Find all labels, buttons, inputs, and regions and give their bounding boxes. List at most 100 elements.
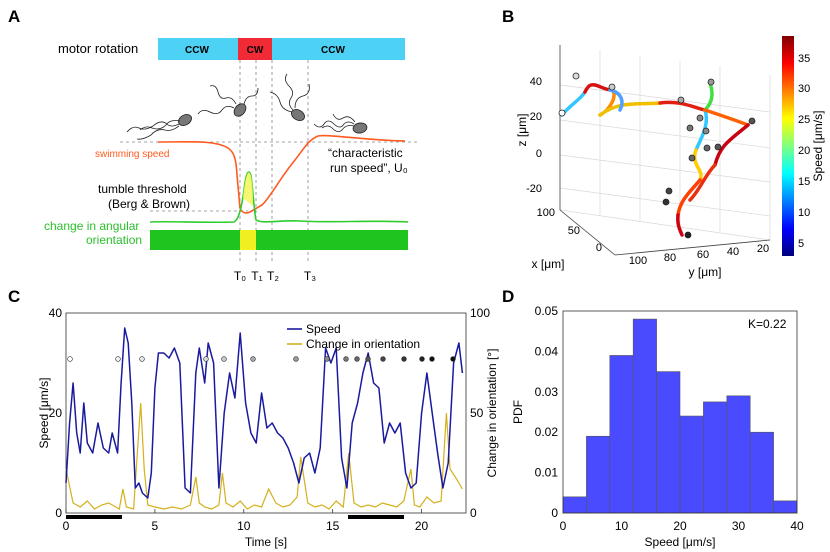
d-histogram-bar — [562, 496, 587, 514]
c-ylabel-right: Change in orientation [°] — [485, 349, 499, 478]
d-histogram-bar — [609, 355, 634, 514]
c-tumble-dots — [67, 356, 456, 362]
c-legend: Speed Change in orientation — [287, 322, 420, 351]
c-y2tick-label: 0 — [470, 506, 477, 520]
c-axes-box — [65, 312, 467, 514]
colorbar — [782, 36, 794, 256]
panel-b-axes — [559, 45, 771, 256]
c-legend-orientation: Change in orientation — [306, 337, 420, 351]
c-orientation-line — [65, 402, 463, 510]
panel-b-grid — [559, 45, 771, 256]
bacteria-illustration — [126, 73, 368, 140]
d-axes-box — [562, 310, 798, 514]
d-histogram-bars — [562, 318, 798, 514]
b-z-label: z [μm] — [515, 114, 529, 147]
time-mark-t2: T₂ — [267, 269, 279, 283]
orientation-bar-green-2 — [256, 230, 408, 250]
d-xtick-label: 0 — [560, 519, 567, 533]
tumble-threshold-label-2: (Berg & Brown) — [108, 197, 190, 211]
d-histogram-bar — [586, 435, 611, 514]
panel-a-letter: A — [8, 7, 20, 26]
orientation-label-1: change in angular — [44, 219, 139, 233]
cb-tick-15: 15 — [798, 176, 810, 188]
colorbar-ticks: 35 30 25 20 15 10 5 — [798, 53, 810, 250]
b-z-tick-0: 0 — [536, 148, 542, 160]
d-histogram-bar — [679, 415, 704, 514]
c-xlabel: Time [s] — [245, 535, 287, 549]
colorbar-label: Speed [μm/s] — [811, 111, 825, 182]
cb-tick-20: 20 — [798, 145, 810, 157]
c-xtick-label: 0 — [63, 519, 70, 533]
d-ytick-label: 0.02 — [535, 425, 559, 439]
time-mark-t3: T₃ — [304, 269, 316, 283]
panel-a: A motor rotation CCW CW CCW — [8, 7, 418, 283]
b-x-tick-0: 0 — [596, 242, 602, 254]
b-x-label: x [μm] — [532, 257, 565, 271]
c-speed-series — [65, 327, 464, 499]
cb-tick-10: 10 — [798, 207, 810, 219]
d-histogram-bar — [703, 401, 728, 514]
trajectory-3d — [560, 80, 750, 237]
d-xtick-label: 30 — [732, 519, 746, 533]
trajectory-tumble-markers — [558, 72, 756, 239]
b-z-tick-neg20: -20 — [526, 183, 542, 195]
c-y2tick-label: 100 — [470, 306, 490, 320]
swimming-speed-curve — [157, 134, 406, 214]
d-axis-ticks: 0 10 20 30 40 0 0.01 0.02 0.03 0.04 0.05 — [535, 304, 804, 533]
orientation-peak-highlight — [243, 172, 253, 206]
c-ytick-label: 0 — [55, 506, 62, 520]
panel-b-letter: B — [502, 7, 514, 26]
motor-rotation-label: motor rotation — [58, 41, 138, 56]
cb-tick-5: 5 — [798, 238, 804, 250]
c-y2tick-label: 50 — [470, 406, 484, 420]
d-ytick-label: 0.04 — [535, 344, 559, 358]
b-x-tick-100: 100 — [537, 207, 555, 219]
cb-tick-25: 25 — [798, 114, 810, 126]
b-z-tick-20: 20 — [530, 111, 542, 123]
c-xtick-label: 15 — [326, 519, 340, 533]
c-orientation-series — [65, 402, 463, 510]
cw-label: CW — [247, 45, 264, 56]
ccw-label-2: CCW — [321, 45, 345, 56]
b-y-tick-40: 40 — [727, 246, 739, 258]
c-xtick-label: 5 — [152, 519, 159, 533]
cb-tick-30: 30 — [798, 83, 810, 95]
b-z-tick-40: 40 — [530, 76, 542, 88]
c-ytick-label: 40 — [49, 306, 63, 320]
d-ytick-label: 0.01 — [535, 466, 559, 480]
d-annotation: K=0.22 — [748, 317, 787, 331]
c-speed-line — [65, 327, 464, 499]
tumble-threshold-label-1: tumble threshold — [98, 182, 187, 196]
b-y-tick-20: 20 — [757, 243, 769, 255]
b-y-label: y [μm] — [689, 265, 722, 279]
d-xtick-label: 20 — [673, 519, 687, 533]
cw-segment — [238, 38, 272, 60]
b-x-tick-50: 50 — [568, 225, 580, 237]
c-ylabel-left: Speed [μm/s] — [37, 378, 51, 449]
c-black-bar-1 — [66, 515, 122, 519]
c-legend-speed: Speed — [306, 322, 341, 336]
b-y-tick-60: 60 — [697, 249, 709, 261]
time-mark-t1: T₁ — [251, 269, 262, 283]
d-histogram-bar — [749, 431, 774, 514]
c-xtick-label: 10 — [237, 519, 251, 533]
ccw-label-1: CCW — [185, 45, 209, 56]
ccw-segment-2 — [272, 38, 405, 60]
orientation-label-2: orientation — [86, 233, 142, 247]
d-xtick-label: 40 — [790, 519, 804, 533]
orientation-bar-green-1 — [150, 230, 240, 250]
c-ytick-label: 20 — [49, 406, 63, 420]
swimming-speed-label: swimming speed — [95, 149, 169, 160]
c-black-bar-2 — [348, 515, 404, 519]
cb-tick-35: 35 — [798, 53, 810, 65]
d-ytick-label: 0 — [551, 506, 558, 520]
c-xtick-label: 20 — [415, 519, 429, 533]
d-ylabel: PDF — [511, 400, 525, 424]
ccw-segment-1 — [158, 38, 238, 60]
d-histogram-bar — [773, 500, 798, 514]
panel-b: B 40 20 0 -20 z [μm] 100 50 0 x [μm] 100… — [502, 7, 825, 279]
b-y-tick-100: 100 — [629, 255, 647, 267]
d-histogram-bar — [656, 371, 681, 514]
